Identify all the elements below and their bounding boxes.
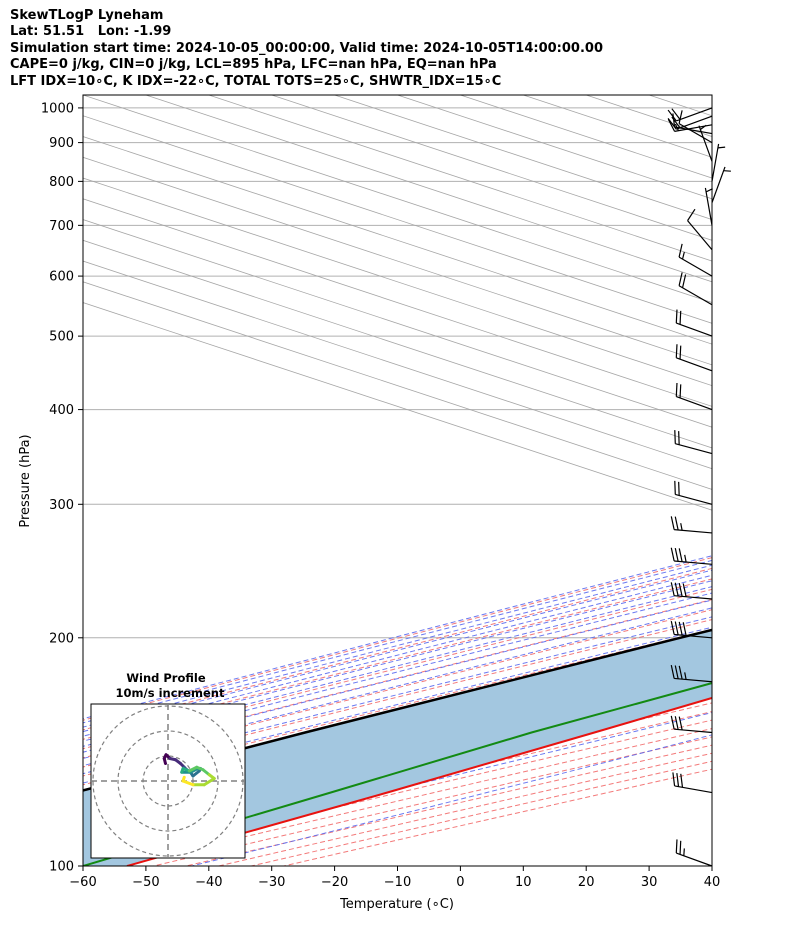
chart-header: SkewTLogP Lyneham Lat: 51.51 Lon: -1.99 …	[10, 8, 603, 90]
wind-barb	[711, 143, 726, 182]
station-title: SkewTLogP Lyneham	[10, 8, 164, 23]
x-tick-label: −20	[321, 875, 348, 890]
wind-barb	[687, 208, 713, 251]
wind-barb	[674, 480, 713, 505]
wind-barb	[670, 715, 713, 734]
isotherm-line	[523, 95, 712, 158]
isotherm-line	[775, 95, 794, 866]
isotherm-line	[83, 177, 712, 387]
isotherm-line	[83, 302, 712, 511]
hodograph-segment	[181, 779, 195, 787]
y-tick-label: 500	[49, 330, 74, 345]
wind-barb	[704, 187, 713, 226]
wind-barb	[675, 839, 713, 867]
wind-barb	[678, 110, 713, 144]
x-tick-label: −40	[195, 875, 222, 890]
wind-barb	[672, 113, 713, 135]
x-tick-label: −60	[69, 875, 96, 890]
station-location: Lat: 51.51 Lon: -1.99	[10, 24, 172, 40]
stability-indices-1: CAPE=0 j/kg, CIN=0 j/kg, LCL=895 hPa, LF…	[10, 57, 497, 73]
wind-barb	[698, 124, 713, 162]
x-tick-label: −10	[384, 875, 411, 890]
wind-barb	[678, 243, 713, 277]
x-tick-label: 40	[704, 875, 721, 890]
isotherm-line	[83, 115, 712, 324]
y-tick-label: 900	[49, 136, 74, 151]
isotherm-line	[83, 95, 712, 304]
wind-barb	[674, 430, 713, 455]
hodograph-title: Wind Profile	[126, 671, 206, 685]
y-tick-label: 700	[49, 219, 74, 234]
hodograph-segment	[181, 775, 186, 783]
y-tick-label: 300	[49, 498, 74, 513]
y-tick-label: 800	[49, 175, 74, 190]
wind-barb	[670, 665, 713, 683]
x-tick-label: −50	[132, 875, 159, 890]
hodograph-ring	[117, 730, 219, 832]
isotherm-line	[145, 95, 712, 283]
isotherm-line	[648, 95, 712, 117]
isotherm-line	[83, 281, 712, 490]
isotherm-line	[83, 156, 712, 366]
wind-barb	[670, 582, 713, 600]
hodograph-segment	[202, 777, 216, 787]
wind-barb	[670, 547, 713, 565]
isotherm-line	[208, 95, 712, 262]
y-tick-label: 200	[49, 631, 74, 646]
x-tick-label: −30	[258, 875, 285, 890]
isotherm-line	[711, 95, 712, 96]
wind-barb	[675, 382, 713, 411]
wind-barb	[670, 516, 713, 534]
simulation-times: Simulation start time: 2024-10-05_00:00:…	[10, 40, 603, 56]
stability-indices-2: LFT IDX=10∘C, K IDX=-22∘C, TOTAL TOTS=25…	[10, 73, 502, 89]
wind-barb	[672, 772, 713, 794]
x-tick-label: 0	[456, 875, 464, 890]
wind-barb	[667, 107, 713, 122]
y-axis-label: Pressure (hPa)	[18, 434, 33, 527]
isotherm-line	[83, 219, 712, 428]
isotherm-line	[83, 136, 712, 345]
wind-barb	[675, 344, 713, 372]
hodograph-plot	[91, 704, 245, 858]
x-tick-label: 10	[515, 875, 532, 890]
hodograph-subtitle: 10m/s increment	[116, 686, 225, 700]
wind-barb	[675, 309, 713, 337]
isotherm-line	[271, 95, 712, 241]
x-tick-label: 30	[641, 875, 658, 890]
y-tick-label: 400	[49, 403, 74, 418]
wind-barb	[711, 166, 731, 203]
y-tick-label: 100	[49, 860, 74, 875]
isotherm-line	[83, 198, 712, 407]
x-tick-label: 20	[578, 875, 595, 890]
y-tick-label: 1000	[41, 101, 74, 116]
y-tick-label: 600	[49, 270, 74, 285]
wind-barb	[678, 272, 713, 306]
wind-barb	[670, 621, 713, 639]
x-axis-label: Temperature (∘C)	[339, 897, 454, 912]
